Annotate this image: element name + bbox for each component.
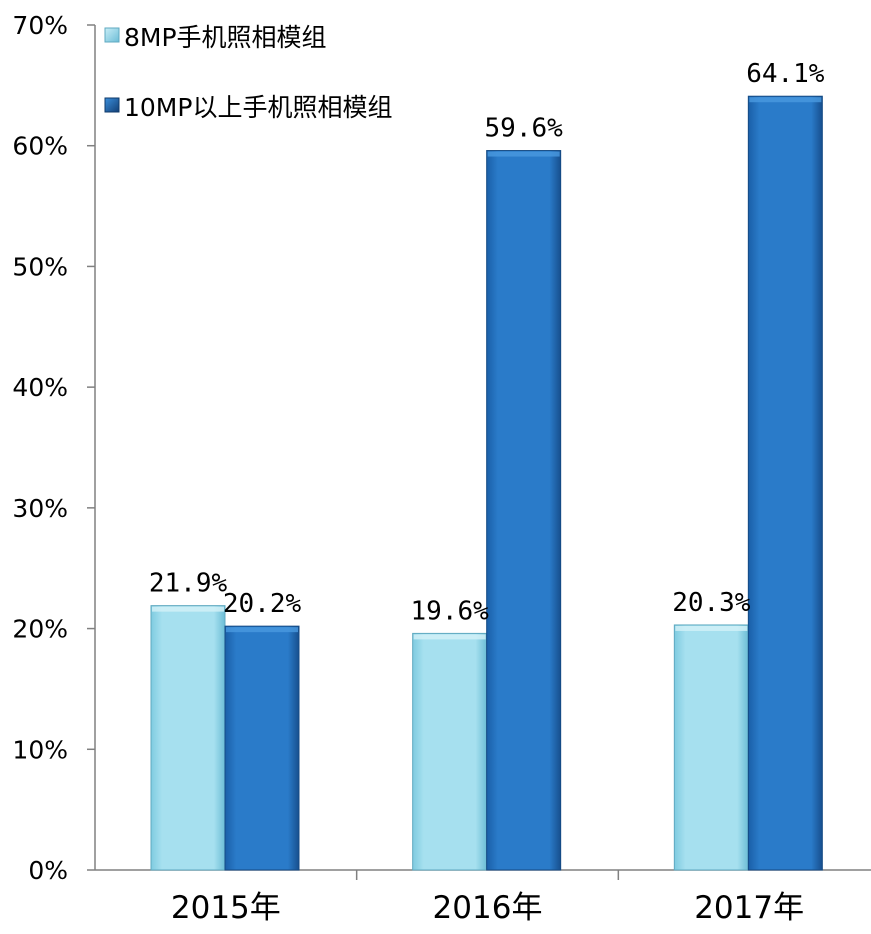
y-tick-label: 70% [12,11,68,40]
y-tick-label: 10% [12,735,68,764]
bar-bevel [487,151,560,157]
bar-bevel [675,625,748,631]
data-label: 64.1% [746,59,825,89]
legend: 8MP手机照相模组 10MP以上手机照相模组 [104,23,392,122]
legend-label-series-2: 10MP以上手机照相模组 [124,93,392,122]
x-tick-label: 2015年 [171,890,281,926]
y-tick-label: 50% [12,252,68,281]
data-label: 59.6% [485,114,564,144]
data-label: 20.2% [223,589,302,619]
bar-series-2-1 [224,625,300,871]
bar-bevel [152,606,224,612]
y-tick-label: 40% [12,373,68,402]
y-tick-label: 0% [28,856,68,885]
legend-swatch-series-2 [104,97,120,113]
bar-series-1-2 [412,632,488,871]
bar-series-1-3 [673,624,749,871]
axes: 0% 10% 20% 30% 40% 50% 60% 70% 2015年 2016年 2017年 [12,11,871,926]
bar-bevel [749,97,822,103]
x-tick-label: 2017年 [694,890,804,926]
legend-swatch-series-1 [104,27,120,43]
bars [150,95,823,871]
data-label: 20.3% [672,588,751,618]
bar-bevel [413,634,486,640]
bar-bevel [226,627,298,633]
data-label: 19.6% [411,596,490,626]
bar-series-2-3 [747,95,823,871]
data-labels: 21.9%20.2% 19.6% 59.6% 20.3% 64.1% [149,59,825,626]
bar-series-1-1 [150,605,226,871]
x-tick-label: 2016年 [433,890,543,926]
y-tick-label: 30% [12,494,68,523]
y-tick-label: 60% [12,132,68,161]
data-label: 21.9% [149,569,228,599]
bar-series-2-2 [486,150,562,871]
y-tick-label: 20% [12,615,68,644]
legend-label-series-1: 8MP手机照相模组 [124,23,327,52]
